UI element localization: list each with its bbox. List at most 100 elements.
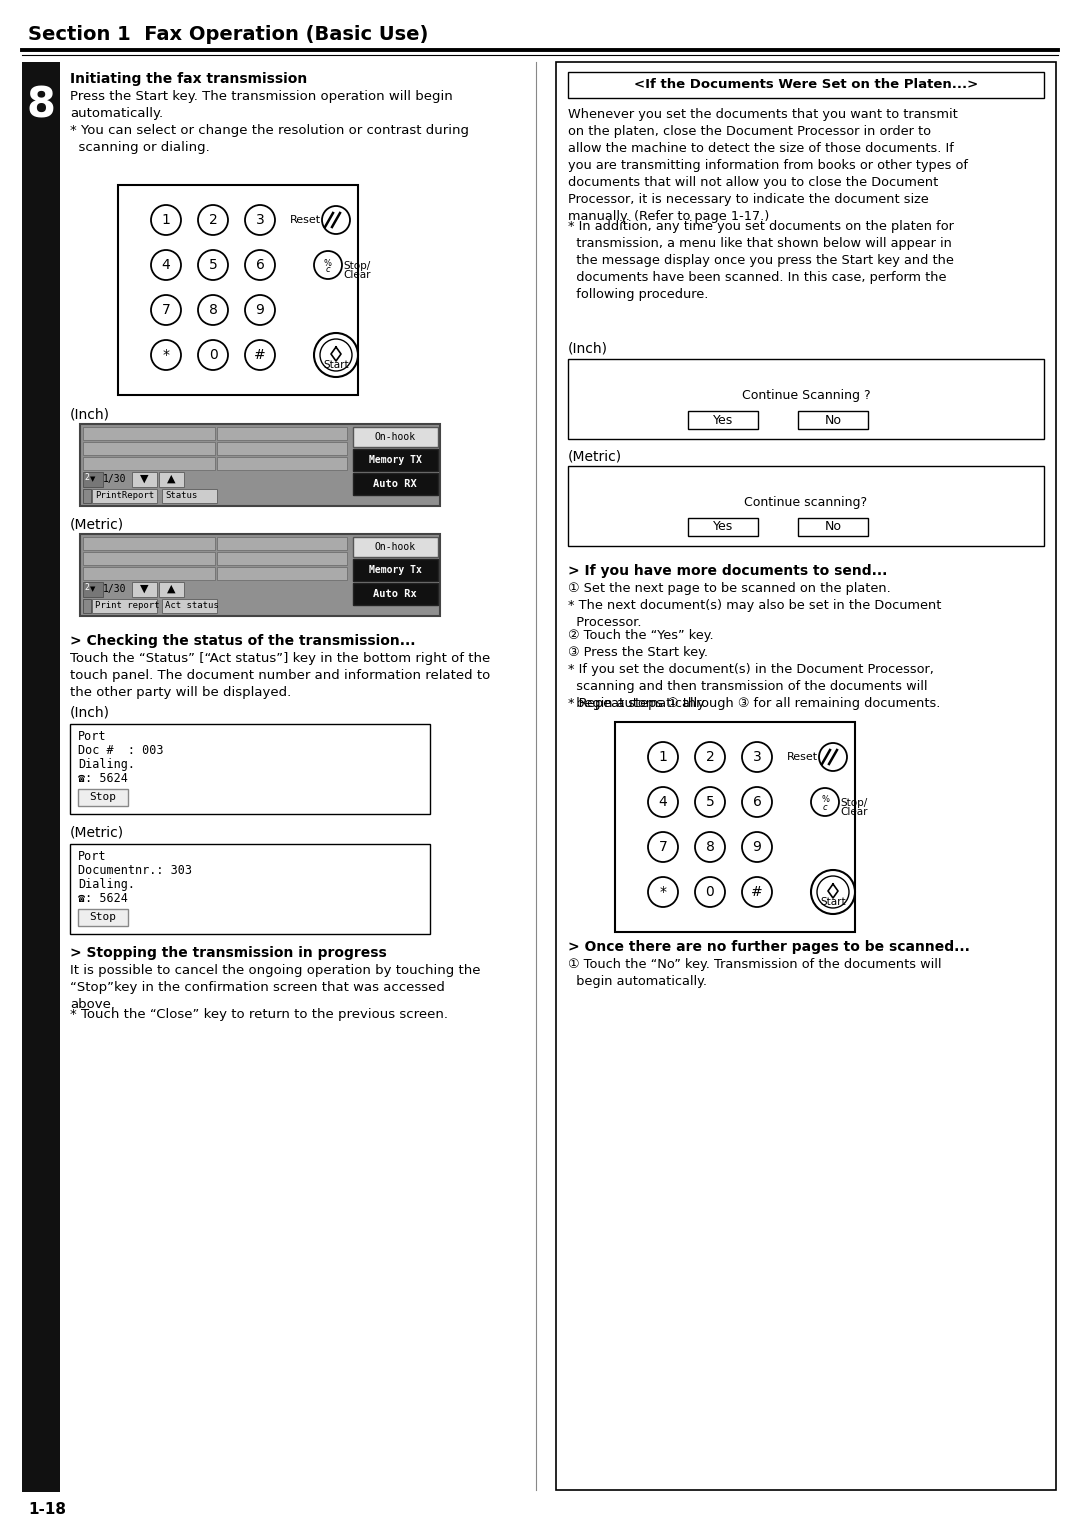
- Bar: [83, 457, 215, 471]
- Text: 1-18: 1-18: [28, 1502, 66, 1517]
- Circle shape: [245, 341, 275, 370]
- Text: ☎: 5624: ☎: 5624: [78, 772, 127, 785]
- Bar: [92, 489, 157, 503]
- Text: > Checking the status of the transmission...: > Checking the status of the transmissio…: [70, 634, 416, 648]
- Bar: [353, 449, 438, 471]
- Text: #: #: [751, 885, 762, 898]
- Text: Start: Start: [820, 897, 846, 908]
- Circle shape: [742, 743, 772, 772]
- Bar: [83, 536, 215, 550]
- Text: (Metric): (Metric): [568, 449, 622, 463]
- Circle shape: [648, 833, 678, 862]
- Text: c: c: [326, 266, 330, 275]
- Text: (Inch): (Inch): [568, 342, 608, 356]
- Text: 2: 2: [84, 474, 89, 481]
- Text: Whenever you set the documents that you want to transmit
on the platen, close th: Whenever you set the documents that you …: [568, 108, 968, 223]
- Bar: [162, 599, 217, 613]
- Circle shape: [245, 295, 275, 325]
- Bar: [83, 582, 103, 597]
- Bar: [615, 723, 855, 932]
- Text: 7: 7: [162, 303, 171, 316]
- Text: Section 1  Fax Operation (Basic Use): Section 1 Fax Operation (Basic Use): [28, 24, 429, 44]
- Bar: [92, 599, 157, 613]
- Bar: [118, 185, 357, 396]
- Bar: [217, 442, 347, 455]
- Bar: [568, 359, 1044, 439]
- Text: Port: Port: [78, 850, 107, 863]
- Circle shape: [811, 788, 839, 816]
- Text: 8: 8: [705, 840, 715, 854]
- Bar: [798, 518, 868, 536]
- Text: <If the Documents Were Set on the Platen...>: <If the Documents Were Set on the Platen…: [634, 78, 978, 92]
- Bar: [78, 788, 129, 805]
- Bar: [83, 489, 91, 503]
- Text: On-hook: On-hook: [375, 542, 416, 552]
- Text: (Inch): (Inch): [70, 706, 110, 720]
- Text: ☎: 5624: ☎: 5624: [78, 892, 127, 905]
- Text: *: *: [162, 348, 170, 362]
- Text: 1/30: 1/30: [104, 584, 126, 594]
- Text: Dialing.: Dialing.: [78, 758, 135, 772]
- Text: ② Touch the “Yes” key.: ② Touch the “Yes” key.: [568, 630, 714, 642]
- Text: * If you set the document(s) in the Document Processor,
  scanning and then tran: * If you set the document(s) in the Docu…: [568, 663, 934, 711]
- Text: On-hook: On-hook: [375, 432, 416, 442]
- Bar: [353, 474, 438, 495]
- Text: Act status: Act status: [165, 602, 219, 611]
- Bar: [353, 584, 438, 605]
- Text: Auto Rx: Auto Rx: [373, 588, 417, 599]
- Bar: [217, 426, 347, 440]
- Text: > If you have more documents to send...: > If you have more documents to send...: [568, 564, 888, 578]
- Circle shape: [742, 787, 772, 817]
- Text: Port: Port: [78, 730, 107, 743]
- Text: ▲: ▲: [166, 584, 175, 594]
- Text: 8: 8: [208, 303, 217, 316]
- Bar: [568, 72, 1044, 98]
- Circle shape: [811, 869, 855, 914]
- Text: 1: 1: [659, 750, 667, 764]
- Text: (Metric): (Metric): [70, 518, 124, 532]
- Text: 3: 3: [256, 212, 265, 228]
- Bar: [70, 724, 430, 814]
- Text: No: No: [824, 414, 841, 426]
- Text: Stop/: Stop/: [343, 261, 370, 270]
- Text: > Stopping the transmission in progress: > Stopping the transmission in progress: [70, 946, 387, 960]
- Circle shape: [198, 205, 228, 235]
- Text: Print report: Print report: [95, 602, 160, 611]
- Text: 6: 6: [753, 795, 761, 808]
- Text: Press the Start key. The transmission operation will begin
automatically.: Press the Start key. The transmission op…: [70, 90, 453, 121]
- Bar: [353, 559, 438, 581]
- Text: 0: 0: [705, 885, 714, 898]
- Text: 4: 4: [162, 258, 171, 272]
- Text: (Inch): (Inch): [70, 408, 110, 422]
- Text: Memory Tx: Memory Tx: [368, 565, 421, 575]
- Bar: [70, 843, 430, 934]
- Text: * You can select or change the resolution or contrast during
  scanning or diali: * You can select or change the resolutio…: [70, 124, 469, 154]
- Text: ▼: ▼: [91, 587, 96, 591]
- Text: ▼: ▼: [139, 584, 148, 594]
- Text: ① Touch the “No” key. Transmission of the documents will
  begin automatically.: ① Touch the “No” key. Transmission of th…: [568, 958, 942, 989]
- Bar: [80, 533, 440, 616]
- Circle shape: [198, 251, 228, 280]
- Bar: [568, 466, 1044, 545]
- Text: 2: 2: [208, 212, 217, 228]
- Circle shape: [696, 787, 725, 817]
- Bar: [83, 552, 215, 565]
- Circle shape: [742, 877, 772, 908]
- Bar: [83, 567, 215, 581]
- Text: ▲: ▲: [166, 474, 175, 484]
- Text: Doc #  : 003: Doc # : 003: [78, 744, 163, 756]
- Bar: [132, 472, 157, 487]
- Text: 5: 5: [208, 258, 217, 272]
- Text: Clear: Clear: [343, 270, 370, 280]
- Text: Yes: Yes: [713, 521, 733, 533]
- Text: Continue scanning?: Continue scanning?: [744, 497, 867, 509]
- Text: Documentnr.: 303: Documentnr.: 303: [78, 863, 192, 877]
- Circle shape: [648, 787, 678, 817]
- Circle shape: [198, 295, 228, 325]
- Text: 1: 1: [162, 212, 171, 228]
- Circle shape: [819, 743, 847, 772]
- Text: 9: 9: [753, 840, 761, 854]
- Circle shape: [320, 339, 352, 371]
- Circle shape: [648, 743, 678, 772]
- Bar: [22, 63, 60, 1491]
